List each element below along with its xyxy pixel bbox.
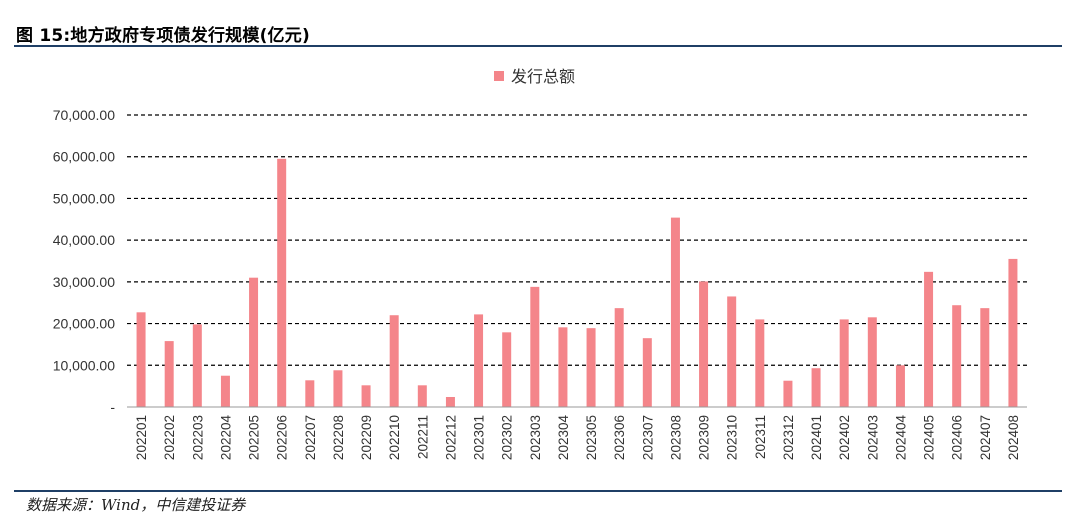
x-tick-label: 202207 [303, 415, 318, 460]
x-tick-label: 202211 [415, 415, 430, 459]
bar [755, 319, 765, 407]
bar [811, 368, 821, 407]
bar [867, 317, 877, 407]
bar [614, 308, 624, 407]
bar [952, 305, 962, 407]
bar [839, 319, 849, 407]
legend-label: 发行总额 [511, 67, 575, 86]
bar [502, 332, 512, 407]
x-tick-label: 202307 [640, 415, 655, 460]
bar [249, 277, 259, 407]
y-tick-label: 20,000.00 [53, 316, 115, 332]
y-tick-label: 60,000.00 [53, 149, 115, 165]
bar [333, 370, 343, 407]
figure-title: 图 15:地方政府专项债发行规模(亿元) [16, 26, 310, 46]
bar [586, 328, 596, 407]
x-tick-label: 202204 [218, 415, 233, 461]
bar [305, 380, 315, 407]
x-tick-label: 202403 [865, 415, 880, 460]
x-tick-label: 202311 [753, 415, 768, 459]
bar [136, 312, 146, 407]
x-tick-label: 202203 [190, 415, 205, 460]
bar [895, 365, 905, 407]
footer-rule [14, 490, 1062, 492]
bar [783, 380, 793, 407]
bar [417, 385, 427, 407]
x-tick-label: 202402 [837, 415, 852, 460]
x-tick-label: 202208 [331, 415, 346, 460]
bar [924, 271, 934, 407]
bar [445, 396, 455, 407]
x-tick-label: 202408 [1006, 415, 1021, 460]
x-tick-label: 202306 [612, 415, 627, 460]
y-axis: - 10,000.00 20,000.00 30,000.00 40,000.00 50,… [53, 107, 116, 415]
bar [192, 324, 202, 407]
y-tick-label: 40,000.00 [53, 232, 115, 248]
bar [361, 385, 371, 407]
x-tick-label: 202210 [387, 415, 402, 460]
source-note: 数据来源：Wind，中信建投证券 [26, 496, 246, 514]
x-tick-label: 202303 [528, 415, 543, 460]
x-tick-label: 202407 [978, 415, 993, 460]
y-tick-label: 50,000.00 [53, 190, 115, 206]
legend-swatch [494, 71, 504, 81]
x-tick-label: 202308 [668, 415, 683, 460]
bar [727, 296, 737, 407]
x-tick-label: 202305 [584, 415, 599, 460]
x-tick-label: 202405 [922, 415, 937, 460]
legend: 发行总额 [494, 67, 575, 86]
bar [1008, 258, 1018, 407]
x-tick-label: 202304 [556, 415, 571, 461]
bar [220, 375, 230, 407]
bar [389, 315, 399, 407]
x-tick-label: 202406 [950, 415, 965, 460]
bar [530, 286, 540, 407]
bar [980, 308, 990, 407]
x-tick-label: 202202 [162, 415, 177, 460]
bar [670, 217, 680, 407]
title-rule [14, 45, 1062, 47]
bar-chart: 发行总额 - 10,000.00 20,000.00 30,000.00 40,000.… [53, 67, 1027, 461]
y-tick-label: 30,000.00 [53, 274, 115, 290]
bars [136, 158, 1018, 407]
x-tick-label: 202401 [809, 415, 824, 460]
bar [642, 338, 652, 407]
x-tick-label: 202212 [443, 415, 458, 460]
x-tick-label: 202310 [725, 415, 740, 460]
bar [277, 158, 287, 407]
x-tick-label: 202312 [781, 415, 796, 460]
x-tick-label: 202404 [893, 415, 908, 461]
y-tick-label: 70,000.00 [53, 107, 115, 123]
bar [164, 341, 174, 407]
y-tick-label: - [110, 399, 115, 415]
x-tick-label: 202201 [134, 415, 149, 460]
x-axis: 202201 202202 202203 202204 202205 202206 2022… [127, 406, 1027, 461]
x-tick-label: 202302 [500, 415, 515, 460]
x-tick-label: 202205 [247, 415, 262, 460]
x-tick-label: 202209 [359, 415, 374, 460]
y-tick-label: 10,000.00 [53, 357, 115, 373]
x-tick-label: 202301 [472, 415, 487, 460]
bar [474, 314, 484, 407]
gridlines [127, 114, 1027, 366]
bar [558, 327, 568, 407]
x-tick-label: 202206 [275, 415, 290, 460]
x-tick-label: 202309 [697, 415, 712, 460]
bar [699, 281, 709, 407]
